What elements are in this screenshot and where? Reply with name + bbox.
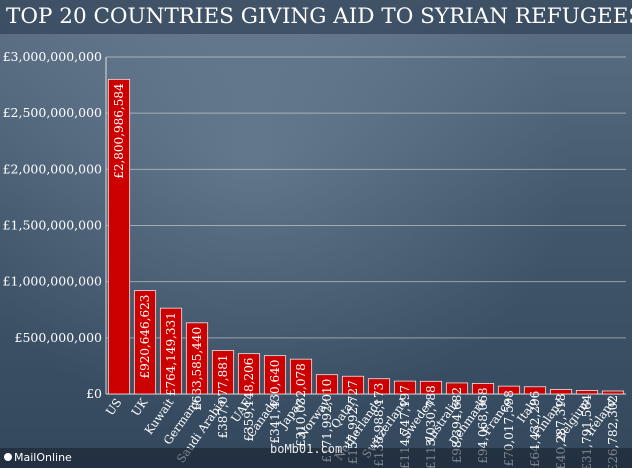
bar-kuwait [159, 307, 183, 395]
bar-sweden [419, 380, 443, 395]
source-label: MailOnline [14, 451, 72, 464]
bar-italy [523, 386, 547, 395]
value-label: £94,068,068 [476, 387, 490, 463]
value-label: £135,988,173 [372, 383, 386, 467]
bars [107, 78, 625, 395]
value-label: £359,148,206 [242, 358, 256, 442]
bar-germany [185, 322, 209, 395]
bar-us [107, 78, 131, 395]
footer-bar [0, 448, 632, 468]
value-label: £310,032,078 [294, 363, 308, 447]
bar-uk [133, 290, 157, 395]
y-tick-label: £500,000,000 [15, 330, 103, 345]
y-tick-label: £0 [86, 386, 102, 401]
bar-ireland [601, 390, 625, 395]
bar-switzerland [393, 380, 417, 395]
chart-title: TOP 20 COUNTRIES GIVING AID TO SYRIAN RE… [6, 4, 632, 29]
value-label: £920,646,623 [138, 295, 152, 379]
bar-denmark [471, 383, 495, 395]
value-label: £2,800,986,584 [112, 83, 126, 179]
bar-japan [289, 358, 313, 395]
value-label: £633,585,440 [190, 327, 204, 411]
value-label: £157,992,727 [346, 380, 360, 464]
y-tick-label: £1,500,000,000 [3, 218, 102, 233]
y-tick-label: £2,500,000,000 [3, 105, 102, 120]
bar-france [497, 385, 521, 395]
bar-canada [263, 355, 287, 395]
y-tick-label: £2,000,000,000 [3, 161, 102, 176]
watermark: boMb01.com [270, 442, 343, 456]
gridlines [105, 56, 626, 395]
bar-norway [315, 374, 339, 395]
value-label: £113,030,788 [424, 385, 438, 468]
value-label: £70,017,598 [502, 390, 516, 466]
value-label: £387,077,881 [216, 355, 230, 439]
bar-belgium [575, 390, 599, 395]
value-label: £171,992,010 [320, 379, 334, 463]
y-tick-label: £3,000,000,000 [3, 49, 102, 64]
bar-finland [549, 389, 573, 395]
x-tick-label: UK [128, 395, 150, 418]
y-tick-label: £1,000,000,000 [3, 274, 102, 289]
title-bar [0, 0, 632, 34]
mailonline-logo-icon [4, 453, 12, 461]
bar-qatar [341, 375, 365, 395]
bar-uae [237, 353, 261, 395]
value-label: £341,430,640 [268, 360, 282, 444]
bar-netherlands [367, 378, 391, 395]
bar-saudi-arabia [211, 350, 235, 395]
value-label: £114,747,197 [398, 385, 412, 468]
y-axis-ticks: £0 £500,000,000 £1,000,000,000 £1,500,000,0… [3, 49, 102, 401]
value-label: £764,149,331 [164, 312, 178, 396]
value-label: £98,394,682 [450, 387, 464, 463]
bar-australia [445, 382, 469, 395]
x-tick-label: US [103, 396, 125, 419]
